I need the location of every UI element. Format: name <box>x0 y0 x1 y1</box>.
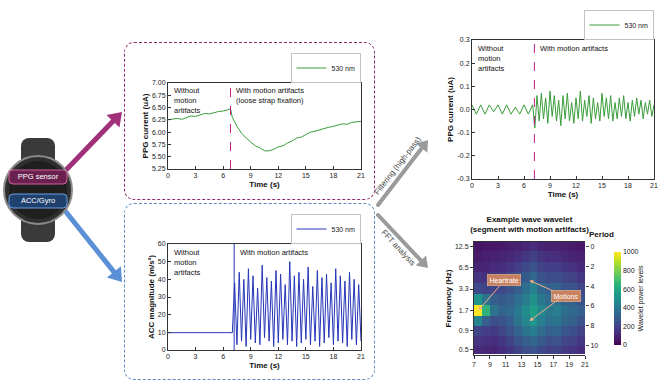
svg-text:Filtering (high-pass): Filtering (high-pass) <box>372 135 423 197</box>
svg-text:6.75: 6.75 <box>152 92 166 99</box>
svg-text:12: 12 <box>274 172 282 179</box>
svg-text:4: 4 <box>590 283 594 290</box>
svg-text:-0.1: -0.1 <box>458 129 470 136</box>
svg-text:400: 400 <box>623 304 635 311</box>
svg-text:15: 15 <box>534 361 542 368</box>
svg-text:With motion artifacts(loose st: With motion artifacts(loose strap fixati… <box>236 86 304 105</box>
svg-text:6.00: 6.00 <box>152 129 166 136</box>
svg-text:0.9: 0.9 <box>459 327 469 334</box>
svg-text:Withoutmotionartifacts: Withoutmotionartifacts <box>174 86 201 115</box>
svg-text:0.3: 0.3 <box>460 36 470 43</box>
svg-text:21: 21 <box>650 182 658 189</box>
svg-text:5.75: 5.75 <box>152 141 166 148</box>
svg-text:30: 30 <box>158 293 166 300</box>
svg-text:Example wave wavelet(segment w: Example wave wavelet(segment with motion… <box>470 215 589 234</box>
svg-text:Heartrate: Heartrate <box>490 277 519 284</box>
svg-text:5.25: 5.25 <box>152 165 166 172</box>
svg-text:530 nm: 530 nm <box>332 65 356 72</box>
svg-text:-0.2: -0.2 <box>458 152 470 159</box>
svg-text:530 nm: 530 nm <box>332 226 356 233</box>
svg-text:Frequency (Hz): Frequency (Hz) <box>444 269 453 327</box>
svg-text:18: 18 <box>624 182 632 189</box>
svg-text:1000: 1000 <box>623 248 639 255</box>
svg-text:13: 13 <box>518 361 526 368</box>
svg-text:Time (s): Time (s) <box>548 190 579 199</box>
svg-text:15: 15 <box>598 182 606 189</box>
svg-text:6.25: 6.25 <box>152 116 166 123</box>
svg-text:0: 0 <box>470 182 474 189</box>
svg-text:Withoutmotionartifacts: Withoutmotionartifacts <box>478 44 505 73</box>
svg-text:60: 60 <box>158 240 166 247</box>
svg-text:21: 21 <box>357 353 365 360</box>
svg-text:200: 200 <box>623 323 635 330</box>
svg-text:Wavelet power levels: Wavelet power levels <box>637 265 645 331</box>
svg-text:0: 0 <box>166 172 170 179</box>
svg-text:-0.3: -0.3 <box>458 175 470 182</box>
svg-text:10: 10 <box>590 342 598 349</box>
svg-text:5.50: 5.50 <box>152 153 166 160</box>
svg-text:15: 15 <box>302 172 310 179</box>
svg-text:0: 0 <box>166 353 170 360</box>
svg-text:7.00: 7.00 <box>152 79 166 86</box>
svg-text:6.50: 6.50 <box>152 104 166 111</box>
svg-text:9: 9 <box>249 172 253 179</box>
svg-text:20: 20 <box>158 311 166 318</box>
svg-text:Withoutmotionartifacts: Withoutmotionartifacts <box>174 248 201 277</box>
svg-text:0.0: 0.0 <box>460 106 470 113</box>
svg-text:PPG current (uA): PPG current (uA) <box>446 77 455 142</box>
svg-text:6: 6 <box>590 302 594 309</box>
svg-text:ACC/Gyro: ACC/Gyro <box>21 196 55 205</box>
svg-text:15: 15 <box>302 353 310 360</box>
svg-text:ACC magnitude (m/s²): ACC magnitude (m/s²) <box>147 255 156 339</box>
svg-text:10: 10 <box>158 329 166 336</box>
svg-text:0: 0 <box>590 243 594 250</box>
svg-text:18: 18 <box>330 172 338 179</box>
svg-text:1.7: 1.7 <box>459 307 469 314</box>
svg-text:Time (s): Time (s) <box>249 361 280 370</box>
svg-text:40: 40 <box>158 276 166 283</box>
svg-text:6: 6 <box>522 182 526 189</box>
svg-text:0.2: 0.2 <box>460 60 470 67</box>
svg-text:9: 9 <box>548 182 552 189</box>
svg-text:0.5: 0.5 <box>459 346 469 353</box>
svg-text:FFT analysis: FFT analysis <box>379 228 417 268</box>
svg-text:3: 3 <box>194 353 198 360</box>
svg-text:2: 2 <box>590 263 594 270</box>
svg-text:600: 600 <box>623 286 635 293</box>
svg-text:8: 8 <box>590 322 594 329</box>
svg-text:0: 0 <box>623 341 627 348</box>
svg-text:PPG current (uA): PPG current (uA) <box>141 93 150 158</box>
svg-text:12.5: 12.5 <box>455 243 469 250</box>
svg-text:0: 0 <box>162 346 166 353</box>
svg-text:530 nm: 530 nm <box>625 22 649 29</box>
svg-text:PPG sensor: PPG sensor <box>18 172 59 181</box>
svg-text:9: 9 <box>249 353 253 360</box>
svg-text:18: 18 <box>330 353 338 360</box>
svg-text:21: 21 <box>581 361 589 368</box>
svg-text:Period: Period <box>589 230 614 239</box>
svg-text:11: 11 <box>502 361 509 368</box>
svg-text:3.3: 3.3 <box>459 285 469 292</box>
svg-text:6.5: 6.5 <box>459 264 469 271</box>
svg-text:50: 50 <box>158 258 166 265</box>
svg-text:9: 9 <box>488 361 492 368</box>
svg-text:6: 6 <box>221 172 225 179</box>
svg-text:6: 6 <box>221 353 225 360</box>
svg-text:Time (s): Time (s) <box>249 180 280 189</box>
svg-text:19: 19 <box>565 361 573 368</box>
svg-text:With motion artifacts: With motion artifacts <box>540 44 608 53</box>
svg-text:Motions: Motions <box>554 293 579 300</box>
svg-text:800: 800 <box>623 267 635 274</box>
svg-text:0.1: 0.1 <box>460 83 470 90</box>
svg-text:17: 17 <box>549 361 557 368</box>
svg-text:With motion artifacts: With motion artifacts <box>240 248 308 257</box>
svg-text:12: 12 <box>572 182 580 189</box>
svg-text:12: 12 <box>274 353 282 360</box>
svg-text:3: 3 <box>496 182 500 189</box>
svg-text:3: 3 <box>194 172 198 179</box>
svg-text:7: 7 <box>472 361 476 368</box>
svg-text:21: 21 <box>357 172 365 179</box>
